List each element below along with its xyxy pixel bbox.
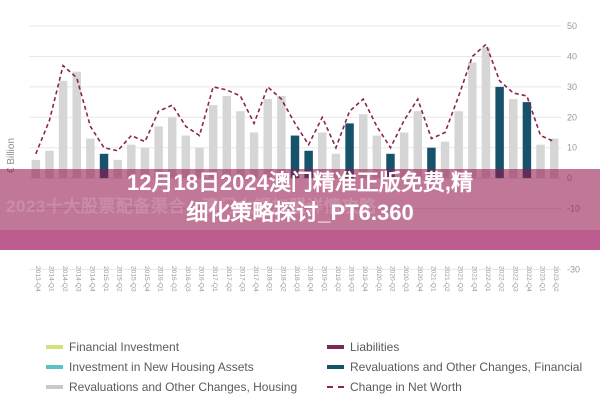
svg-text:2014-Q4: 2014-Q4 — [88, 266, 95, 292]
svg-text:50: 50 — [567, 21, 577, 31]
svg-text:2018-Q1: 2018-Q1 — [266, 266, 273, 292]
svg-text:2019-Q4: 2019-Q4 — [361, 266, 368, 292]
svg-text:2022-Q1: 2022-Q1 — [484, 266, 491, 292]
svg-text:2014-Q3: 2014-Q3 — [75, 266, 82, 292]
svg-text:2020-Q4: 2020-Q4 — [416, 266, 423, 292]
svg-text:2018-Q2: 2018-Q2 — [279, 266, 286, 292]
svg-text:2021-Q1: 2021-Q1 — [429, 266, 436, 292]
svg-text:2018-Q3: 2018-Q3 — [293, 266, 300, 292]
svg-text:2020-Q2: 2020-Q2 — [388, 266, 395, 292]
svg-text:2015-Q3: 2015-Q3 — [129, 266, 136, 292]
svg-text:2016-Q4: 2016-Q4 — [198, 266, 205, 292]
svg-text:2017-Q1: 2017-Q1 — [211, 266, 218, 292]
svg-text:2015-Q1: 2015-Q1 — [102, 266, 109, 292]
svg-text:2014-Q2: 2014-Q2 — [61, 266, 68, 292]
svg-text:2019-Q3: 2019-Q3 — [348, 266, 355, 292]
svg-text:2015-Q4: 2015-Q4 — [143, 266, 150, 292]
svg-text:2022-Q3: 2022-Q3 — [511, 266, 518, 292]
svg-text:2016-Q1: 2016-Q1 — [157, 266, 164, 292]
svg-text:2014-Q1: 2014-Q1 — [47, 266, 54, 292]
svg-text:2020-Q3: 2020-Q3 — [402, 266, 409, 292]
svg-text:2018-Q4: 2018-Q4 — [307, 266, 314, 292]
svg-text:2013-Q4: 2013-Q4 — [34, 266, 41, 292]
svg-text:2022-Q4: 2022-Q4 — [525, 266, 532, 292]
svg-text:2021-Q4: 2021-Q4 — [470, 266, 477, 292]
svg-text:2019-Q1: 2019-Q1 — [320, 266, 327, 292]
svg-text:40: 40 — [567, 52, 577, 62]
svg-text:2023-Q1: 2023-Q1 — [539, 266, 546, 292]
svg-text:2015-Q2: 2015-Q2 — [116, 266, 123, 292]
svg-text:2021-Q2: 2021-Q2 — [443, 266, 450, 292]
svg-text:30: 30 — [567, 82, 577, 92]
svg-text:2023-Q2: 2023-Q2 — [552, 266, 559, 292]
svg-text:2021-Q3: 2021-Q3 — [457, 266, 464, 292]
svg-text:2016-Q2: 2016-Q2 — [170, 266, 177, 292]
svg-text:2020-Q1: 2020-Q1 — [375, 266, 382, 292]
svg-text:20: 20 — [567, 112, 577, 122]
svg-text:2016-Q3: 2016-Q3 — [184, 266, 191, 292]
svg-text:-30: -30 — [567, 264, 580, 274]
svg-text:10: 10 — [567, 143, 577, 153]
svg-text:2017-Q4: 2017-Q4 — [252, 266, 259, 292]
svg-text:2017-Q2: 2017-Q2 — [225, 266, 232, 292]
svg-text:2017-Q3: 2017-Q3 — [238, 266, 245, 292]
svg-text:2022-Q2: 2022-Q2 — [498, 266, 505, 292]
svg-text:2019-Q2: 2019-Q2 — [334, 266, 341, 292]
